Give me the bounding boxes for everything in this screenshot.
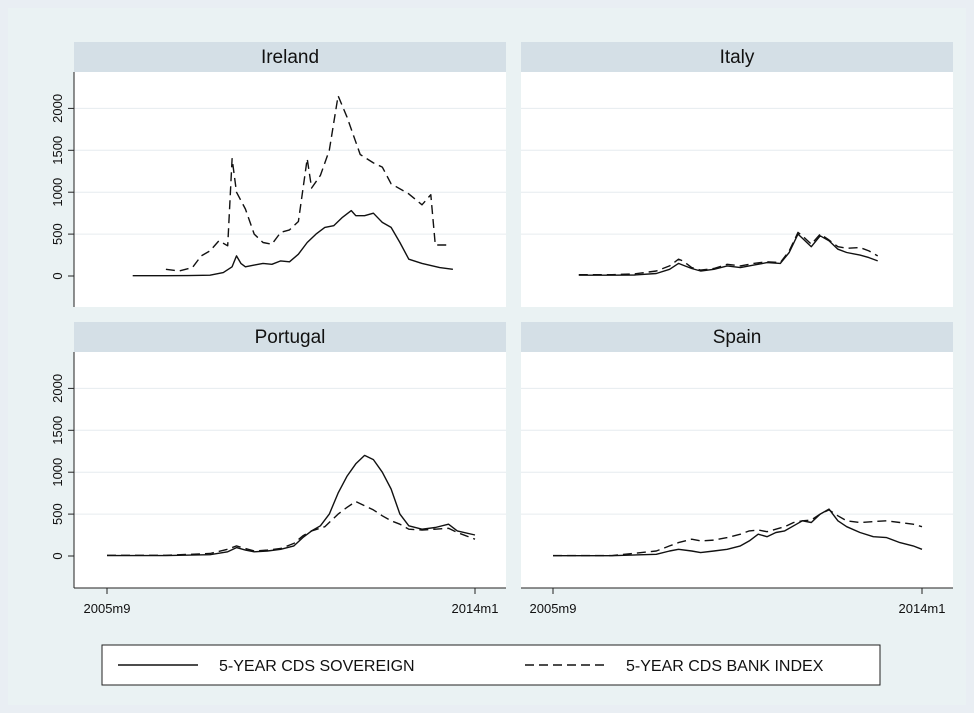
plot-area [74, 72, 506, 307]
panel-title: Ireland [261, 47, 319, 68]
panel-header [74, 322, 506, 352]
series-line-solid [553, 508, 923, 557]
y-tick-label: 2000 [50, 94, 65, 123]
panel-title: Spain [713, 327, 762, 348]
y-tick-label: 0 [50, 272, 65, 279]
series-line-dashed [107, 500, 476, 556]
x-tick-label: 2014m1 [899, 601, 946, 616]
series-line-solid [132, 209, 453, 277]
panel-title: Portugal [255, 327, 326, 348]
panel-header [521, 42, 953, 72]
y-tick-label: 500 [50, 503, 65, 525]
y-tick-label: 0 [50, 552, 65, 559]
series-line-dashed [578, 231, 879, 276]
legend: 5-YEAR CDS SOVEREIGN 5-YEAR CDS BANK INDE… [101, 644, 881, 686]
x-tick-label: 2005m9 [84, 601, 131, 616]
y-tick-label: 1000 [50, 178, 65, 207]
series-line-solid [578, 233, 878, 276]
panel-portugal: Portugal 0 500 1000 1500 2000 2005m9 2014m1 [50, 322, 506, 616]
panel-spain: Spain 2005m9 2014m1 [521, 322, 953, 616]
x-tick-label: 2014m1 [452, 601, 499, 616]
legend-label: 5-YEAR CDS SOVEREIGN [219, 658, 415, 675]
y-tick-label: 1500 [50, 136, 65, 165]
legend-box [101, 644, 881, 686]
panel-title: Italy [720, 47, 755, 68]
y-tick-label: 2000 [50, 374, 65, 403]
y-tick-label: 500 [50, 223, 65, 245]
panel-header [521, 322, 953, 352]
plot-area [521, 352, 953, 588]
y-tick-label: 1500 [50, 416, 65, 445]
panel-ireland: Ireland 0 500 1000 1500 2000 [50, 42, 506, 307]
panel-italy: Italy [521, 42, 953, 307]
y-tick-label: 1000 [50, 458, 65, 487]
series-line-dashed [553, 509, 923, 557]
panel-header [74, 42, 506, 72]
plot-area [74, 352, 506, 588]
series-line-solid [107, 454, 476, 557]
plot-area [521, 72, 953, 307]
legend-label: 5-YEAR CDS BANK INDEX [626, 658, 824, 675]
x-tick-label: 2005m9 [530, 601, 577, 616]
series-line-dashed [165, 95, 449, 272]
